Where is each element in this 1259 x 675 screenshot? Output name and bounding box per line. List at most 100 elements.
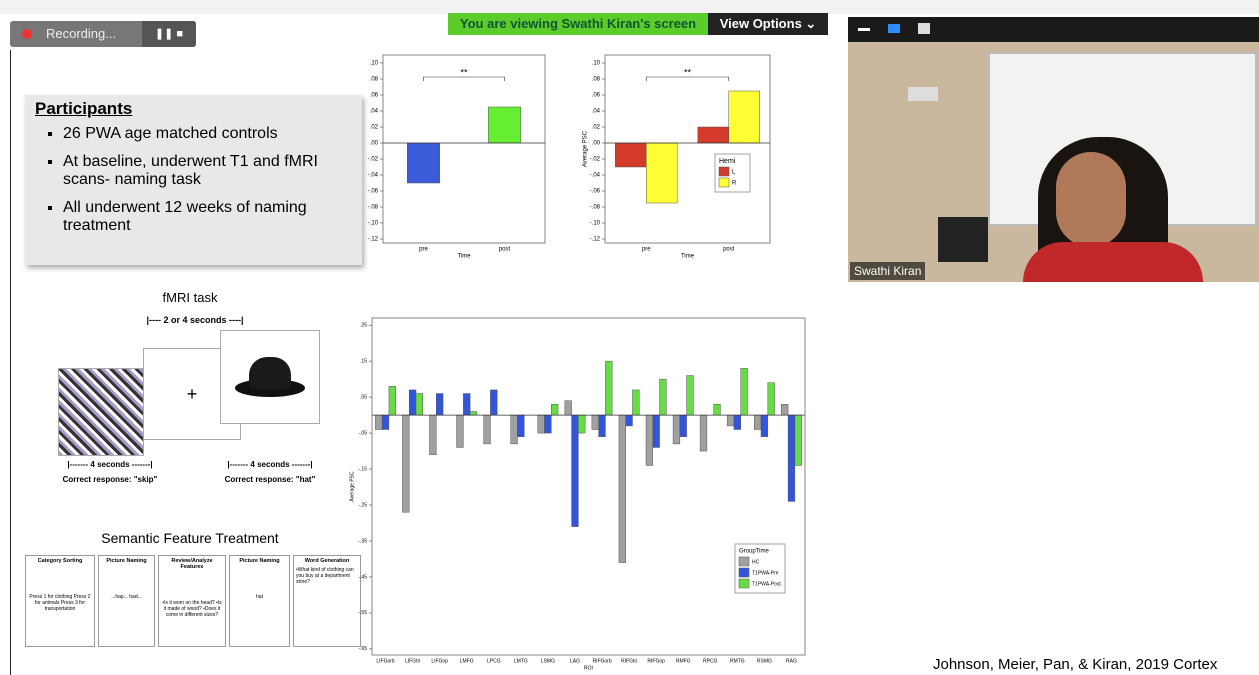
- view-options-label[interactable]: View Options: [719, 16, 802, 31]
- bar: [463, 393, 471, 416]
- bar: [517, 414, 525, 437]
- y-tick-label: -.55: [358, 610, 367, 616]
- legend-label: HC: [752, 559, 760, 565]
- legend-label: T1PWA-Post: [752, 581, 781, 587]
- panel-text: •Is it worn on the head? •Is it made of …: [162, 600, 222, 618]
- view-options[interactable]: View Options ⌄: [708, 13, 828, 35]
- bar: [726, 414, 735, 427]
- bar: [483, 414, 491, 445]
- treatment-panel: Review/Analyze Features •Is it worn on th…: [158, 555, 226, 647]
- treatment-panel: Picture Naming ...hap... had...: [98, 555, 155, 647]
- bar: [615, 142, 647, 168]
- scrambled-image: [58, 368, 144, 456]
- rec-controls[interactable]: ❚❚ ■: [142, 21, 196, 47]
- panel-title: Review/Analyze Features: [171, 558, 213, 570]
- treatment-title: Semantic Feature Treatment: [101, 530, 279, 546]
- bar: [733, 414, 741, 430]
- video-toolbar: [848, 17, 1259, 42]
- bar: [488, 106, 521, 144]
- response-right: Correct response: "hat": [224, 475, 316, 484]
- panel-text: ...hap... had...: [111, 594, 142, 600]
- bar: [578, 414, 586, 434]
- bar: [402, 414, 410, 513]
- duration-right: |------- 4 seconds -------|: [227, 460, 313, 469]
- legend-label: R: [732, 181, 737, 187]
- panel-title: Category Sorting: [37, 558, 83, 564]
- citation: Johnson, Meier, Pan, & Kiran, 2019 Corte…: [933, 656, 1218, 673]
- x-tick-label: RPCG: [703, 658, 718, 664]
- chair: [938, 217, 988, 262]
- bar: [728, 90, 760, 144]
- y-tick-label: -.25: [358, 502, 367, 508]
- panel-text: Press 1 for clothing Press 2 for animals…: [29, 594, 91, 612]
- x-tick-label: post: [499, 247, 511, 253]
- bar: [699, 414, 708, 452]
- treatment-panel: Category Sorting Press 1 for clothing Pre…: [25, 555, 95, 647]
- y-tick-label: -.10: [590, 221, 601, 227]
- x-axis-label: Time: [457, 254, 471, 260]
- person-face: [1056, 152, 1126, 247]
- legend-swatch: [718, 166, 730, 177]
- bar: [625, 414, 633, 427]
- bar: [646, 142, 678, 204]
- bullet: At baseline, underwent T1 and fMRI scans…: [63, 153, 353, 189]
- y-tick-label: .00: [592, 141, 601, 147]
- bar: [415, 393, 423, 416]
- panel-title: Picture Naming: [106, 558, 147, 564]
- participants-list: 26 PWA age matched controls At baseline,…: [25, 125, 353, 235]
- x-tick-label: LSMG: [541, 658, 555, 664]
- legend-label: T1PWA-Pre: [752, 570, 779, 576]
- y-tick-label: -.35: [358, 538, 367, 544]
- legend-label: L: [732, 170, 736, 176]
- y-tick-label: -.02: [368, 157, 379, 163]
- y-tick-label: .04: [592, 109, 601, 115]
- x-axis-label: ROI: [584, 665, 593, 671]
- bar: [381, 414, 390, 430]
- bar: [652, 414, 660, 448]
- bar: [598, 414, 606, 437]
- x-tick-label: pre: [419, 247, 428, 253]
- bar: [767, 382, 775, 416]
- participants-heading: Participants: [35, 99, 133, 118]
- bar: [659, 378, 667, 416]
- annotation: **: [684, 67, 692, 77]
- y-tick-label: .08: [370, 77, 379, 83]
- bar: [456, 414, 464, 448]
- y-axis-label: Average PSC: [583, 130, 589, 167]
- x-tick-label: RMFG: [676, 658, 691, 664]
- bar: [388, 386, 396, 416]
- bar: [686, 375, 694, 416]
- participant-name: Swathi Kiran: [850, 262, 926, 280]
- legend-swatch: [738, 556, 750, 567]
- x-tick-label: LMTG: [514, 658, 528, 664]
- x-tick-label: pre: [642, 247, 651, 253]
- y-tick-label: -.04: [590, 173, 601, 179]
- recording-pill: Recording... ❚❚ ■: [10, 21, 196, 47]
- video-panel: Swathi Kiran: [848, 17, 1259, 282]
- bar: [618, 414, 626, 563]
- y-tick-label: -.04: [368, 173, 379, 179]
- y-tick-label: -.06: [590, 189, 601, 195]
- view-icon[interactable]: [888, 24, 900, 33]
- y-tick-label: -.65: [358, 646, 367, 652]
- bar: [551, 404, 559, 416]
- y-tick-label: .04: [370, 109, 379, 115]
- bar: [537, 414, 545, 434]
- bar: [429, 414, 437, 455]
- person-shirt: [1023, 242, 1203, 282]
- bar: [436, 393, 444, 416]
- hat-card: [220, 330, 320, 424]
- bar: [375, 414, 383, 430]
- grid-icon[interactable]: [918, 23, 930, 34]
- y-tick-label: -.02: [590, 157, 601, 163]
- bar: [407, 142, 440, 184]
- minimize-icon[interactable]: [858, 28, 870, 31]
- participants-box: Participants 26 PWA age matched controls…: [25, 95, 362, 265]
- panel-text: hat: [256, 594, 263, 600]
- y-tick-label: .10: [370, 61, 379, 67]
- y-tick-label: -.12: [590, 237, 601, 243]
- charts: .10 .08 .06 .04 .02 .00 -.02 -.04 -.06 -.08 -.10 -.…: [349, 54, 806, 671]
- fmri-interval: |---- 2 or 4 seconds ----|: [146, 315, 244, 325]
- y-tick-label: .10: [592, 61, 601, 67]
